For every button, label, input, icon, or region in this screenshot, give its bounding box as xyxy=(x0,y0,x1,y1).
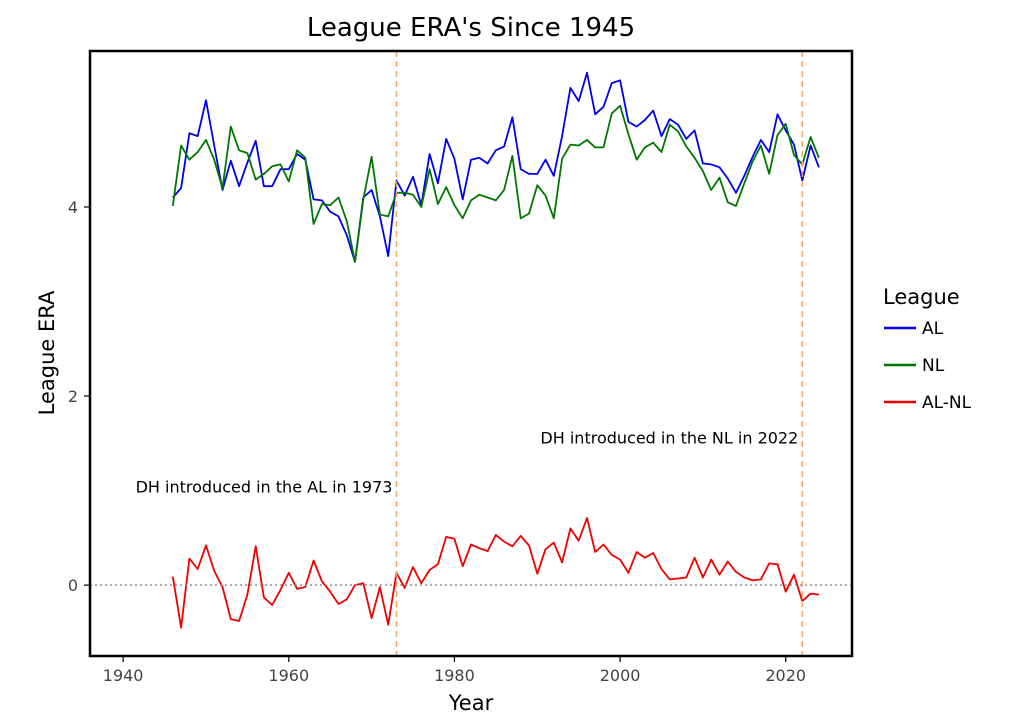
x-tick-label-1960: 1960 xyxy=(268,666,309,685)
series-layer xyxy=(171,71,820,629)
plot-background xyxy=(90,51,852,656)
series-line-nl xyxy=(171,104,820,263)
annotation-2: DH introduced in the NL in 2022 xyxy=(540,428,798,447)
legend: League AL NL AL-NL xyxy=(883,285,972,413)
annotation-1: DH introduced in the AL in 1973 xyxy=(136,477,393,496)
series-line-al-nl xyxy=(171,517,820,629)
y-axis-label: League ERA xyxy=(35,290,59,415)
x-axis-label: Year xyxy=(448,691,494,715)
x-axis: 1940 1960 1980 2000 2020 xyxy=(103,656,806,685)
x-tick-label-1980: 1980 xyxy=(434,666,475,685)
y-tick-label-0: 0 xyxy=(68,576,78,595)
y-tick-label-2: 2 xyxy=(68,387,78,406)
chart-title: League ERA's Since 1945 xyxy=(307,13,635,43)
y-axis: 0 2 4 xyxy=(68,198,90,595)
legend-title: League xyxy=(883,285,960,309)
x-tick-label-2020: 2020 xyxy=(765,666,806,685)
plot-area: DH introduced in the AL in 1973 DH introd… xyxy=(88,49,854,658)
x-tick-label-1940: 1940 xyxy=(103,666,144,685)
series-line-al xyxy=(172,71,820,263)
legend-label-al: AL xyxy=(922,319,944,339)
legend-label-al-nl: AL-NL xyxy=(922,393,972,413)
y-tick-label-4: 4 xyxy=(68,198,78,217)
plot-frame xyxy=(88,49,854,658)
x-tick-label-2000: 2000 xyxy=(600,666,641,685)
legend-label-nl: NL xyxy=(922,356,945,376)
reference-lines xyxy=(90,51,852,656)
annotations: DH introduced in the AL in 1973 DH introd… xyxy=(136,428,799,496)
